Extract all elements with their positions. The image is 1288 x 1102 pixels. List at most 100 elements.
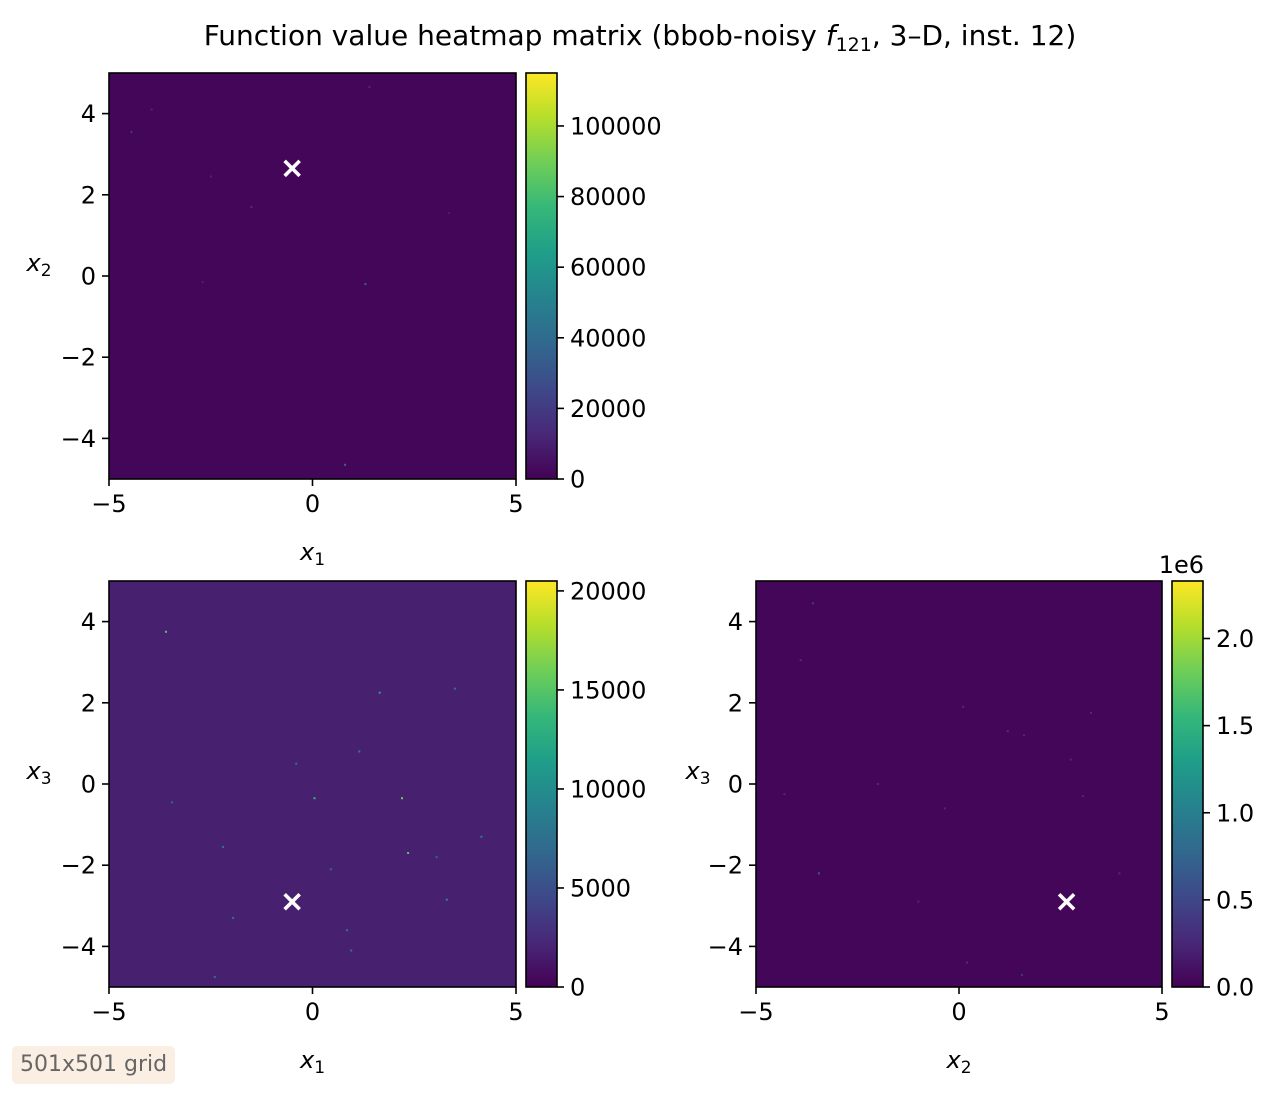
heatmap-outlier-cell bbox=[1006, 730, 1009, 733]
x-tick-label: 5 bbox=[1154, 998, 1169, 1026]
colorbar-tick-label: 2.0 bbox=[1216, 625, 1254, 653]
colorbar-tick-label: 0.5 bbox=[1216, 886, 1254, 914]
x-tick-label: 0 bbox=[305, 998, 320, 1026]
colorbar-frame bbox=[525, 72, 558, 480]
title-text: Function value heatmap matrix (bbob-nois… bbox=[204, 19, 826, 52]
colorbar-tick-label: 1.0 bbox=[1216, 799, 1254, 827]
colorbar-tick-label: 20000 bbox=[570, 577, 646, 605]
colorbar-tick-label: 100000 bbox=[570, 112, 662, 140]
heatmap-panel-x1-x2: −5 0 5 −4 −2 0 2 4 x1 x2 0 20000 40000 60000 80000 1000… bbox=[25, 72, 662, 570]
heatmap-outlier-cell bbox=[811, 602, 814, 605]
colorbar-frame bbox=[525, 580, 558, 988]
colorbar-tick-label: 1.5 bbox=[1216, 712, 1254, 740]
colorbar-frame bbox=[1171, 580, 1204, 988]
heatmap-outlier-cell bbox=[171, 801, 174, 804]
heatmap-outlier-cell bbox=[401, 797, 403, 800]
heatmap-outlier-cell bbox=[943, 807, 946, 810]
x-axis-label: x1 bbox=[299, 538, 325, 570]
colorbar-offset-label: 1e6 bbox=[1159, 551, 1204, 579]
heatmap-outlier-cell bbox=[480, 835, 483, 838]
y-axis-label: x3 bbox=[25, 757, 51, 789]
y-tick-label: −4 bbox=[61, 425, 96, 453]
heatmap-outlier-cell bbox=[917, 900, 920, 903]
y-axis-label: x2 bbox=[25, 249, 51, 281]
heatmap-outlier-cell bbox=[250, 206, 253, 208]
x-axis-label: x2 bbox=[945, 1046, 971, 1078]
heatmap-outlier-cell bbox=[209, 175, 212, 178]
optimum-marker bbox=[1057, 892, 1076, 911]
x-axis-label: x1 bbox=[299, 1046, 325, 1078]
heatmap-outlier-cell bbox=[344, 463, 347, 466]
heatmap-outlier-cell bbox=[313, 797, 316, 800]
colorbar-tick-label: 0.0 bbox=[1216, 974, 1254, 1002]
y-tick-label: −2 bbox=[61, 852, 96, 880]
heatmap-outlier-cell bbox=[445, 898, 448, 901]
colorbar-tick-label: 80000 bbox=[570, 183, 646, 211]
heatmap-outlier-cell bbox=[817, 872, 820, 875]
heatmap-outlier-cell bbox=[329, 868, 332, 871]
heatmap-outlier-cell bbox=[966, 961, 969, 964]
y-tick-label: −4 bbox=[708, 933, 743, 961]
heatmap-background bbox=[109, 581, 516, 987]
heatmap-outlier-cell bbox=[364, 283, 367, 286]
optimum-marker-stroke bbox=[283, 159, 301, 178]
y-tick-label: 4 bbox=[81, 100, 96, 128]
colorbar-tick-label: 0 bbox=[570, 466, 585, 494]
heatmap-outlier-cell bbox=[222, 845, 224, 848]
heatmap-outlier-cell bbox=[378, 691, 381, 694]
heatmap-outlier-cell bbox=[130, 130, 133, 133]
heatmap-outlier-cell bbox=[407, 852, 410, 854]
heatmap-outlier-cell bbox=[150, 108, 153, 111]
x-tick-label: −5 bbox=[91, 998, 126, 1026]
heatmap-outlier-cell bbox=[447, 212, 450, 215]
heatmap-panel-x1-x3: −5 0 5 −4 −2 0 2 4 x1 x3 0 5000 10000 15000 20000 bbox=[25, 577, 646, 1078]
y-tick-label: 2 bbox=[728, 689, 743, 717]
y-tick-label: −2 bbox=[708, 852, 743, 880]
colorbar-tick-label: 10000 bbox=[570, 775, 646, 803]
title-function-index: 121 bbox=[836, 34, 872, 56]
x-tick-label: 5 bbox=[508, 998, 523, 1026]
optimum-marker bbox=[283, 159, 301, 178]
y-tick-label: 0 bbox=[81, 771, 96, 799]
heatmap-outlier-cell bbox=[783, 793, 786, 796]
y-tick-label: 0 bbox=[728, 771, 743, 799]
y-tick-label: 4 bbox=[728, 608, 743, 636]
heatmap-outlier-cell bbox=[232, 917, 235, 919]
title-text-suffix: , 3–D, inst. 12) bbox=[872, 19, 1076, 52]
colorbar-gradient bbox=[526, 73, 557, 479]
heatmap-outlier-cell bbox=[1023, 734, 1025, 737]
heatmap-outlier-cell bbox=[368, 86, 371, 89]
colorbar-tick-label: 40000 bbox=[570, 324, 646, 352]
x-tick-label: −5 bbox=[738, 998, 773, 1026]
colorbar-tick-label: 5000 bbox=[570, 874, 631, 902]
heatmap-outlier-cell bbox=[1069, 758, 1072, 761]
optimum-marker-stroke bbox=[1057, 892, 1076, 911]
heatmap-outlier-cell bbox=[1081, 795, 1084, 798]
optimum-marker-stroke bbox=[283, 892, 301, 911]
heatmap-background bbox=[109, 73, 516, 479]
heatmap-outlier-cell bbox=[295, 762, 298, 765]
heatmap-panel-x2-x3: −5 0 5 −4 −2 0 2 4 x2 x3 0.0 0.5 1.0 1.5 2.0 1e6 bbox=[684, 551, 1254, 1078]
heatmap-panels: −5 0 5 −4 −2 0 2 4 x1 x2 0 20000 40000 60000 80000 1000… bbox=[25, 72, 1254, 1078]
heatmap-background bbox=[756, 581, 1162, 987]
grid-size-badge: 501x501 grid bbox=[12, 1046, 176, 1084]
heatmap-outlier-cell bbox=[1090, 712, 1092, 714]
colorbar-tick-label: 20000 bbox=[570, 395, 646, 423]
x-tick-label: −5 bbox=[91, 490, 126, 518]
y-tick-label: −2 bbox=[61, 344, 96, 372]
heatmap-outlier-cell bbox=[165, 630, 167, 633]
colorbar-tick-label: 60000 bbox=[570, 254, 646, 282]
y-tick-label: −4 bbox=[61, 933, 96, 961]
heatmap-outlier-cell bbox=[213, 975, 216, 978]
heatmap-outlier-cell bbox=[358, 750, 361, 753]
heatmap-outlier-cell bbox=[1020, 973, 1023, 976]
heatmap-outlier-cell bbox=[453, 687, 456, 690]
x-tick-label: 0 bbox=[951, 998, 966, 1026]
optimum-marker bbox=[283, 892, 301, 911]
heatmap-outlier-cell bbox=[1118, 872, 1121, 875]
y-tick-label: 0 bbox=[81, 263, 96, 291]
colorbar-gradient bbox=[526, 581, 557, 987]
y-tick-label: 2 bbox=[81, 181, 96, 209]
heatmap-outlier-cell bbox=[346, 929, 349, 932]
